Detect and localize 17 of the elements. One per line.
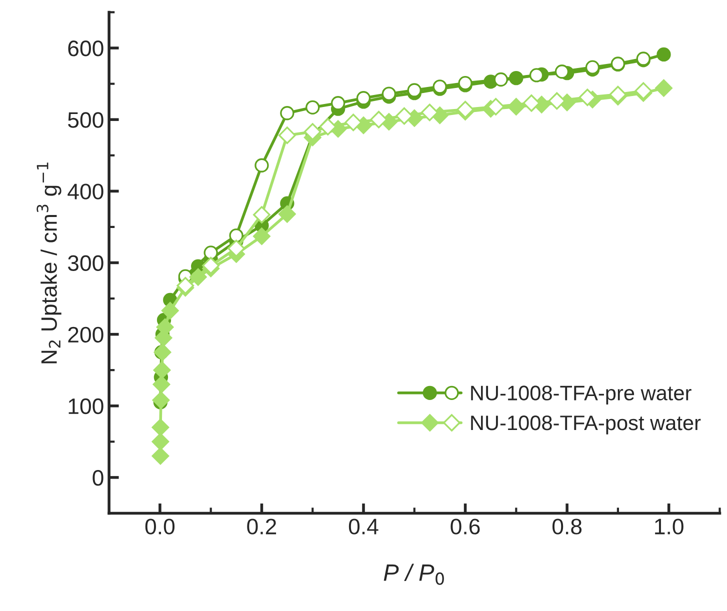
y-tick-label: 300 <box>68 255 104 271</box>
x-tick-label: 1.0 <box>655 518 684 534</box>
x-tick-label: 0.2 <box>247 518 276 534</box>
x-tick-label: 0.0 <box>145 518 175 534</box>
x-tick-label: 0.6 <box>450 518 480 534</box>
x-tick-label: 0.4 <box>348 518 378 534</box>
y-tick-label: 600 <box>68 40 104 56</box>
legend-label: NU-1008-TFA-post water <box>471 415 701 434</box>
x-axis-title: P / P$_{0}$ <box>384 564 444 585</box>
x-tick-label: 0.8 <box>552 518 582 534</box>
y-tick-label: 100 <box>68 398 104 414</box>
y-tick-label: 200 <box>68 326 104 343</box>
y-axis-title: N$_{2}$ Uptake / cm$^{3}$ g$^{−1}$ <box>36 162 62 364</box>
y-tick-label: 0 <box>92 470 104 486</box>
y-tick-label: 400 <box>68 184 104 200</box>
legend-label: NU-1008-TFA-pre water <box>471 386 692 405</box>
y-tick-label: 500 <box>68 112 104 128</box>
